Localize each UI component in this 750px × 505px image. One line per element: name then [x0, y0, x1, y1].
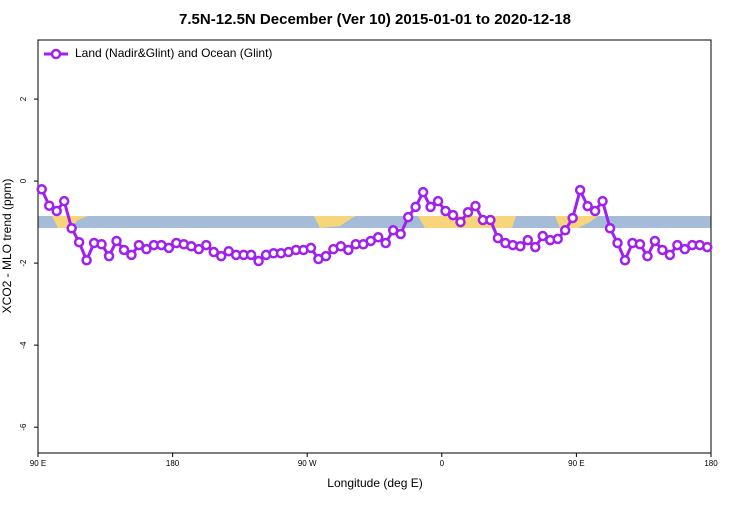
x-tick-label: 90 E — [568, 459, 584, 468]
data-point — [432, 195, 444, 207]
land-patch — [555, 216, 598, 228]
y-tick-label: -6 — [19, 423, 28, 431]
x-tick-label: 180 — [704, 459, 718, 468]
ocean-band — [38, 216, 711, 228]
data-point — [320, 250, 332, 262]
data-point — [201, 239, 212, 251]
data-point — [410, 201, 421, 213]
chart-title: 7.5N-12.5N December (Ver 10) 2015-01-01 … — [179, 11, 571, 28]
data-point — [305, 242, 317, 254]
land-patch — [314, 216, 356, 228]
data-point — [492, 232, 504, 244]
data-point — [657, 244, 668, 256]
data-point — [118, 244, 130, 256]
data-point — [485, 214, 496, 226]
data-point — [559, 225, 571, 236]
data-point — [417, 186, 429, 198]
data-point — [103, 250, 115, 262]
legend-marker — [50, 48, 62, 60]
data-point — [141, 243, 152, 255]
data-point — [522, 234, 534, 246]
land-patch — [418, 216, 516, 228]
x-tick-label: 90 E — [30, 459, 46, 468]
data-point — [589, 205, 601, 217]
data-point — [515, 241, 526, 252]
data-point — [245, 249, 257, 261]
data-point — [372, 232, 384, 243]
data-point — [380, 237, 391, 249]
x-tick-label: 90 W — [298, 459, 317, 468]
data-point — [36, 184, 47, 195]
data-point — [163, 242, 175, 254]
data-point — [702, 241, 713, 253]
data-point — [51, 205, 62, 217]
data-point — [470, 200, 481, 212]
legend-label: Land (Nadir&Glint) and Ocean (Glint) — [75, 46, 272, 60]
data-point — [215, 250, 227, 262]
data-point — [455, 216, 466, 228]
data-point — [552, 233, 563, 245]
data-point — [43, 200, 55, 211]
data-point — [133, 239, 145, 251]
data-point — [634, 238, 646, 250]
data-point — [395, 228, 406, 240]
y-tick-label: -4 — [19, 341, 28, 349]
data-point — [597, 195, 608, 207]
data-point — [462, 207, 474, 218]
data-point — [58, 195, 70, 207]
data-point — [425, 201, 436, 213]
data-point — [208, 246, 219, 258]
data-point — [679, 243, 691, 255]
data-point — [582, 200, 593, 212]
data-point — [642, 250, 653, 262]
data-point — [604, 222, 616, 234]
data-point — [619, 254, 631, 266]
data-point — [402, 211, 414, 223]
data-point — [126, 249, 137, 261]
data-point — [649, 235, 661, 247]
data-point — [672, 239, 683, 251]
data-point — [111, 235, 122, 247]
data-point — [81, 254, 92, 266]
map-band — [38, 216, 711, 228]
data-point — [343, 244, 354, 256]
data-point — [66, 222, 77, 234]
x-tick-label: 180 — [166, 459, 180, 468]
data-point — [447, 209, 459, 221]
data-point — [567, 212, 578, 224]
data-point — [73, 236, 85, 248]
data-point — [574, 184, 586, 196]
data-point — [537, 230, 548, 242]
y-axis-label: XCO2 - MLO trend (ppm) — [0, 179, 14, 314]
data-point — [96, 238, 107, 250]
data-point — [193, 243, 205, 255]
x-axis-label: Longitude (deg E) — [327, 476, 422, 490]
data-point — [530, 241, 541, 253]
legend: Land (Nadir&Glint) and Ocean (Glint) — [44, 46, 272, 60]
y-tick-label: -2 — [19, 259, 28, 267]
y-tick-label: 2 — [19, 96, 28, 101]
data-point — [664, 249, 676, 261]
y-tick-label: 0 — [19, 178, 28, 183]
x-tick-label: 0 — [440, 459, 445, 468]
data-point — [612, 237, 623, 249]
data-point — [440, 205, 451, 217]
data-point — [253, 255, 264, 267]
